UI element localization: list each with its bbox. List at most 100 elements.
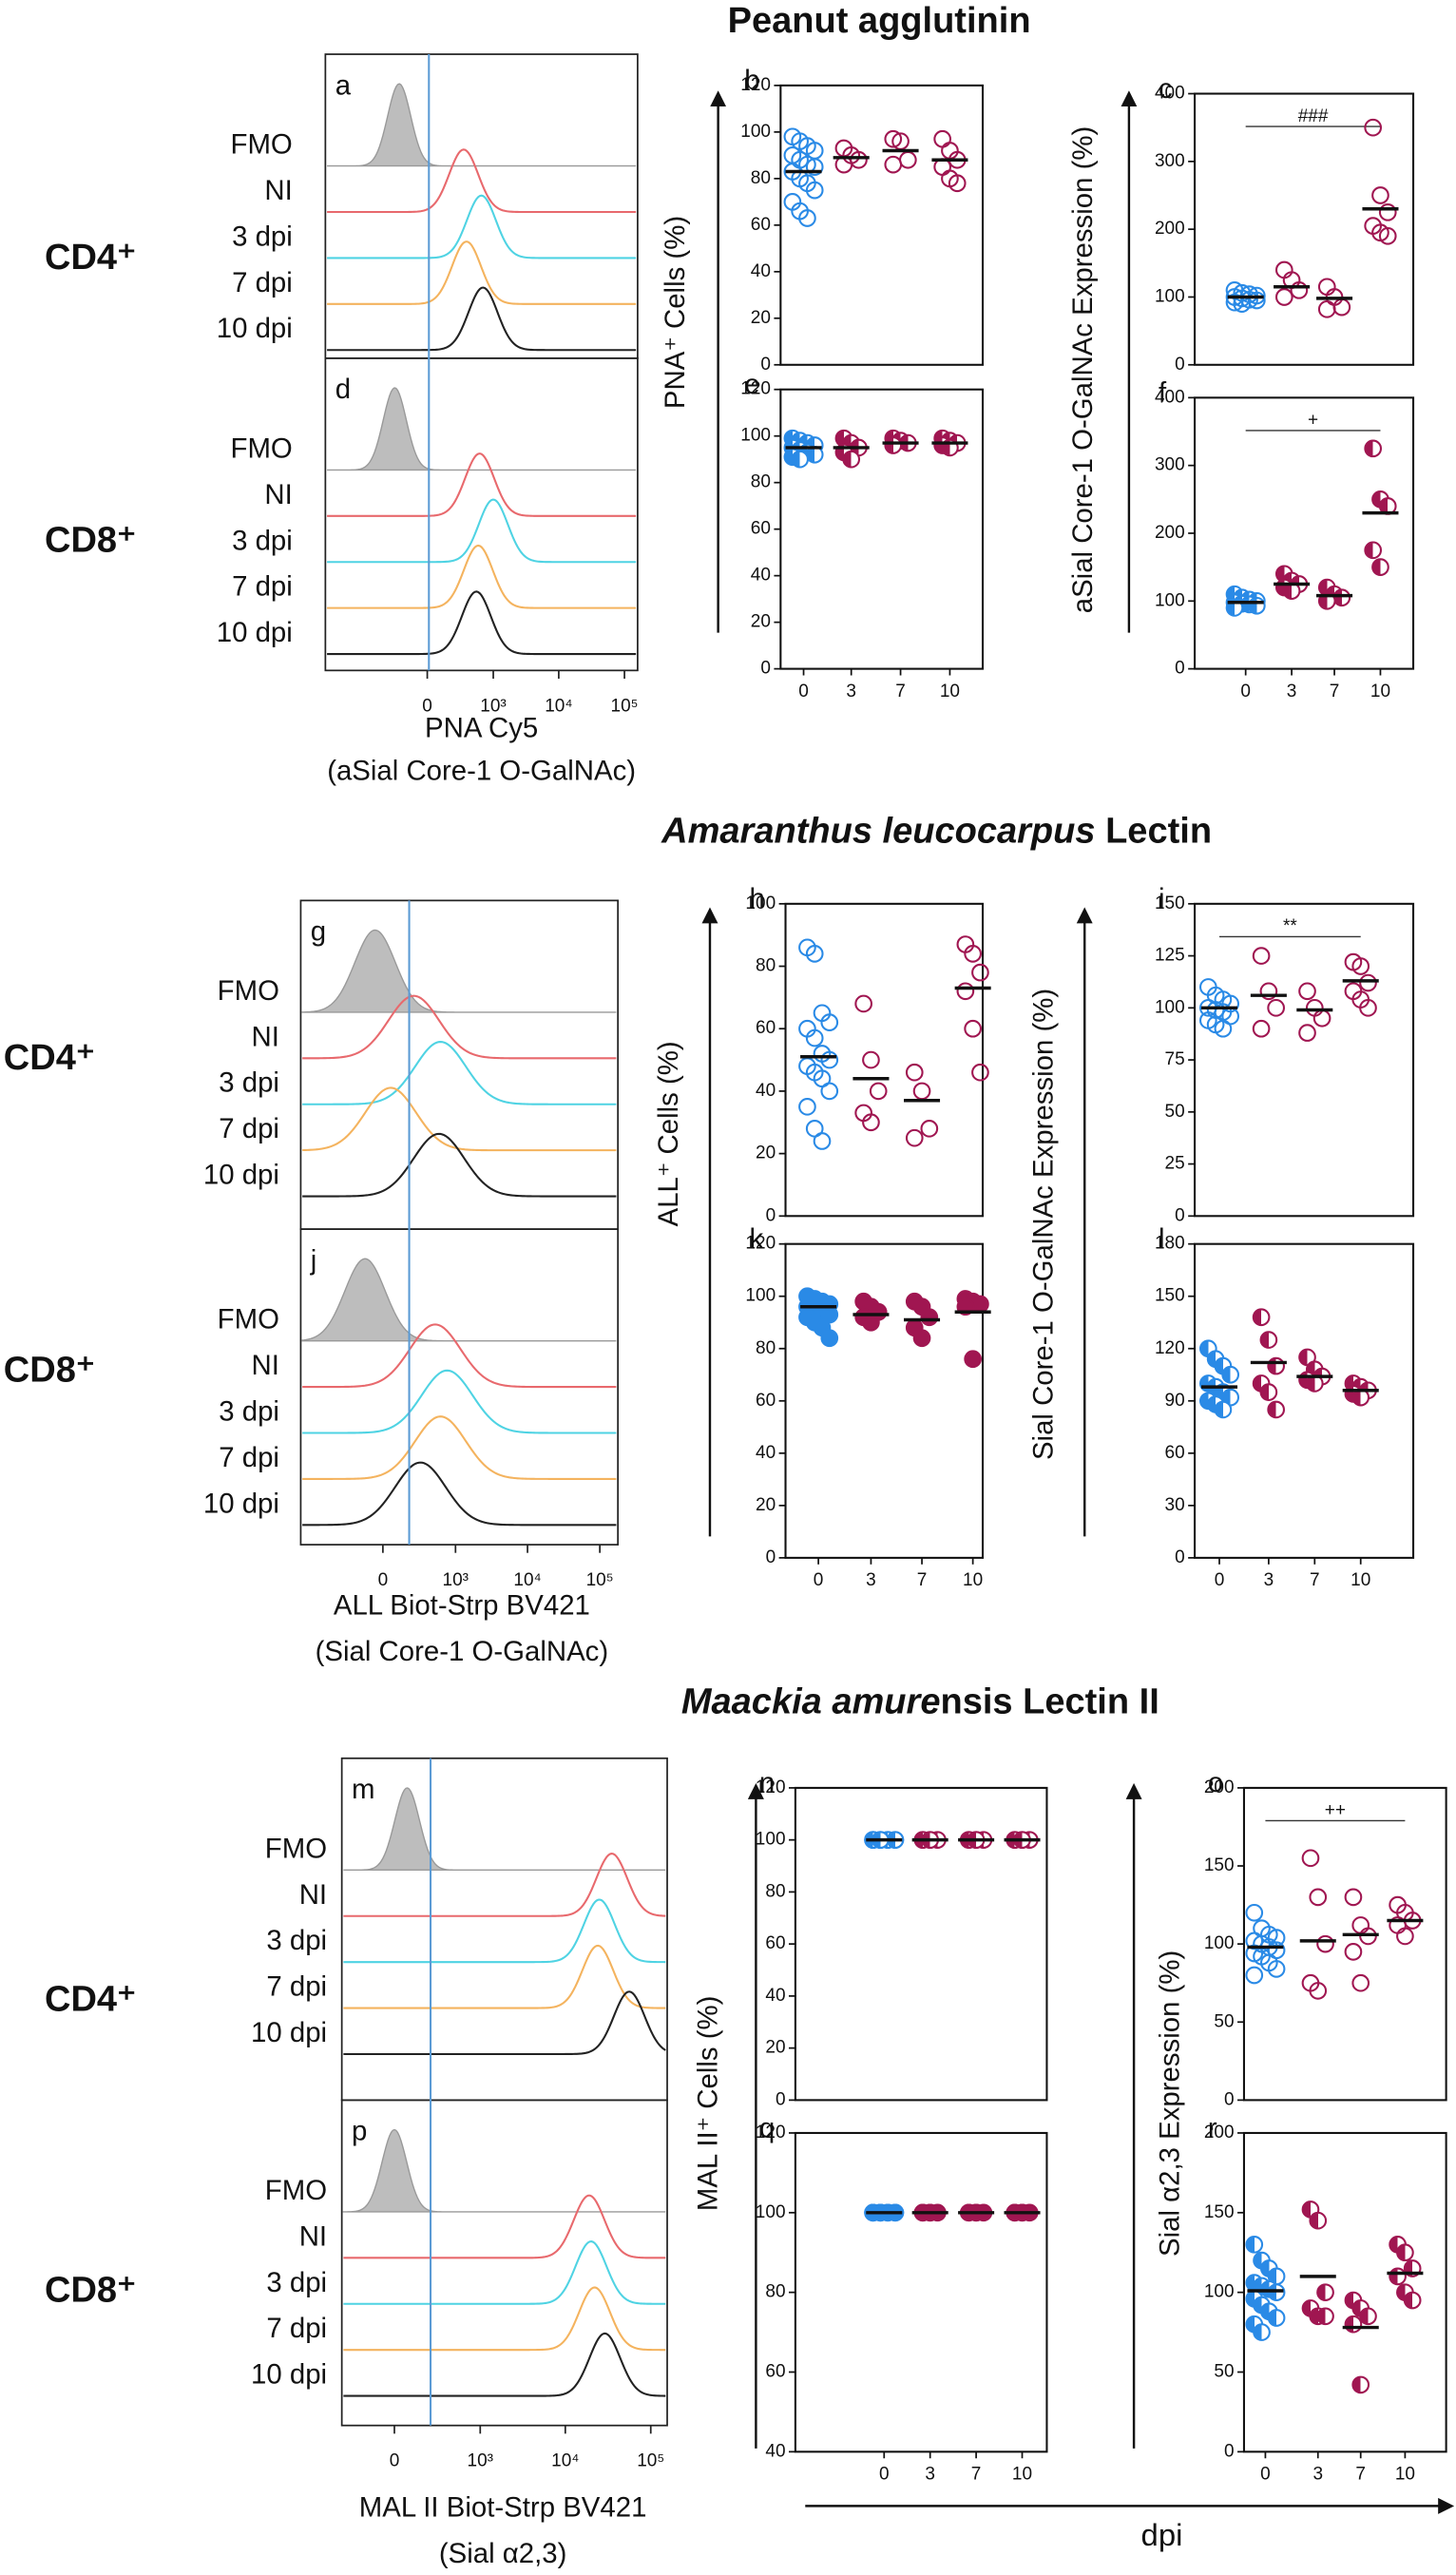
panel-letter: j	[310, 1244, 317, 1276]
x-tick-label: 0	[422, 696, 432, 716]
data-point	[1351, 957, 1370, 975]
data-point	[1221, 1365, 1240, 1384]
data-point	[820, 1082, 839, 1101]
x-tick-label: 10	[1370, 682, 1390, 701]
data-point	[964, 945, 982, 963]
data-point	[1371, 186, 1389, 204]
data-point	[850, 150, 868, 169]
y-tick-label: 120	[756, 2123, 786, 2143]
plot-frame	[784, 902, 985, 1218]
histogram-curve	[327, 452, 637, 517]
y-tick-label: 60	[1165, 1443, 1185, 1463]
x-tick-label: 10³	[443, 1570, 469, 1590]
data-point	[1332, 588, 1351, 607]
panel-letter: r	[1208, 2112, 1217, 2143]
data-point	[884, 436, 903, 454]
histogram-legend-label: FMO	[218, 1304, 279, 1336]
y-axis-title: ALL⁺ Cells (%)	[653, 1041, 684, 1226]
y-tick-label: 40	[751, 261, 771, 281]
y-tick-label: 100	[756, 1830, 786, 1850]
y-tick-label: 25	[1165, 1154, 1185, 1174]
histogram-frame	[324, 357, 639, 672]
y-tick-label: 120	[745, 1234, 776, 1254]
histogram-curve	[302, 1086, 617, 1152]
data-point	[920, 1308, 939, 1327]
y-tick-label: 60	[756, 1391, 776, 1411]
histogram-legend-label: NI	[264, 175, 292, 206]
histogram-curve	[343, 1787, 666, 1872]
data-point	[1267, 998, 1285, 1017]
x-tick-label: 10⁴	[551, 2451, 579, 2471]
data-point	[1378, 203, 1397, 221]
y-tick-label: 100	[1204, 2282, 1235, 2302]
data-point	[820, 1013, 839, 1031]
y-tick-label: 100	[1155, 590, 1185, 610]
y-tick-label: 125	[1155, 946, 1185, 966]
data-point	[1259, 1383, 1278, 1401]
y-tick-label: 40	[765, 1986, 785, 2006]
histogram-legend-label: NI	[252, 1021, 279, 1052]
data-point	[1396, 1927, 1414, 1946]
histogram-curve	[343, 1898, 666, 1964]
data-point	[1298, 1024, 1316, 1042]
x-tick-label: 3	[846, 682, 856, 701]
x-tick-label: 7	[895, 682, 906, 701]
plot-frame	[1194, 396, 1415, 670]
histogram-legend-label: NI	[252, 1350, 279, 1381]
title-plain: Lectin	[1096, 812, 1213, 852]
histogram-frame	[324, 53, 639, 359]
data-point	[1332, 298, 1351, 317]
histogram-curve	[343, 2286, 666, 2352]
y-axis-title: aSial Core-1 O-GalNAc Expression (%)	[1067, 126, 1099, 614]
y-tick-label: 300	[1155, 455, 1185, 475]
data-point	[1312, 1009, 1331, 1028]
data-point	[1309, 1888, 1328, 1907]
y-tick-label: 100	[745, 1286, 776, 1306]
data-point	[1214, 1400, 1233, 1419]
row-label: CD4⁺	[45, 1980, 136, 2020]
data-point	[1359, 973, 1377, 992]
data-point	[1245, 1903, 1264, 1922]
y-tick-label: 200	[1155, 219, 1185, 239]
y-tick-label: 120	[740, 75, 771, 95]
y-tick-label: 100	[756, 2202, 786, 2222]
data-point	[1301, 1849, 1320, 1868]
x-tick-label: 7	[971, 2465, 982, 2485]
data-point	[1344, 2315, 1363, 2334]
histogram-legend-label: 7 dpi	[219, 1442, 279, 1473]
data-point	[1403, 2291, 1422, 2310]
y-axis-title: Sial Core-1 O-GalNAc Expression (%)	[1027, 989, 1059, 1460]
x-axis-label: PNA Cy5	[425, 712, 538, 743]
panel-letter: n	[759, 1767, 775, 1798]
histogram-legend-label: 7 dpi	[219, 1113, 279, 1144]
y-tick-label: 0	[766, 1547, 776, 1567]
data-point	[1259, 982, 1278, 1001]
data-point	[813, 1132, 832, 1150]
x-tick-label: 3	[1264, 1570, 1274, 1590]
section-title: Maackia amurensis Lectin II	[681, 1682, 1159, 1722]
x-tick-label: 0	[1215, 1570, 1225, 1590]
histogram-legend-label: FMO	[265, 2175, 327, 2206]
x-tick-label: 3	[1312, 2465, 1323, 2485]
y-tick-label: 150	[1204, 1855, 1235, 1875]
histogram-legend-label: 10 dpi	[217, 617, 293, 648]
histogram-frame	[340, 2099, 668, 2427]
y-tick-label: 0	[1224, 2089, 1235, 2109]
significance-label: **	[1283, 916, 1297, 936]
data-point	[1253, 2323, 1271, 2341]
data-point	[948, 174, 967, 193]
histogram-curve	[327, 286, 637, 352]
panel-letter: q	[759, 2112, 775, 2143]
histogram-curve	[327, 590, 637, 656]
data-point	[805, 945, 824, 963]
data-point	[1248, 596, 1266, 615]
panel-letter: k	[749, 1223, 763, 1255]
histogram-frame	[299, 899, 620, 1230]
histogram-legend-label: 3 dpi	[266, 2267, 327, 2298]
histogram-legend-label: FMO	[231, 129, 293, 161]
y-tick-label: 20	[765, 2038, 785, 2058]
histogram-curve	[302, 1369, 617, 1434]
panel-letter: m	[352, 1774, 374, 1805]
x-title: dpi	[1141, 2517, 1183, 2552]
